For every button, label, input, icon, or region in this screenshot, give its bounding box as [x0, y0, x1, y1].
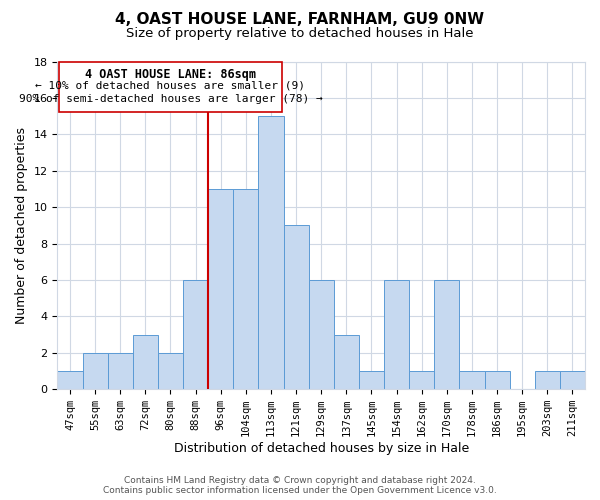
Text: 90% of semi-detached houses are larger (78) →: 90% of semi-detached houses are larger (…: [19, 94, 322, 104]
Text: ← 10% of detached houses are smaller (9): ← 10% of detached houses are smaller (9): [35, 80, 305, 90]
Bar: [434, 280, 460, 389]
Text: 4 OAST HOUSE LANE: 86sqm: 4 OAST HOUSE LANE: 86sqm: [85, 68, 256, 81]
Bar: [83, 353, 107, 389]
Bar: [384, 280, 409, 389]
Bar: [560, 371, 585, 389]
Bar: [334, 334, 359, 389]
Text: Contains HM Land Registry data © Crown copyright and database right 2024.
Contai: Contains HM Land Registry data © Crown c…: [103, 476, 497, 495]
Bar: [485, 371, 509, 389]
Bar: [359, 371, 384, 389]
Bar: [208, 189, 233, 389]
Bar: [409, 371, 434, 389]
Y-axis label: Number of detached properties: Number of detached properties: [15, 127, 28, 324]
Bar: [259, 116, 284, 389]
FancyBboxPatch shape: [59, 62, 282, 112]
Bar: [183, 280, 208, 389]
Bar: [158, 353, 183, 389]
Text: 4, OAST HOUSE LANE, FARNHAM, GU9 0NW: 4, OAST HOUSE LANE, FARNHAM, GU9 0NW: [115, 12, 485, 28]
Bar: [460, 371, 485, 389]
Bar: [58, 371, 83, 389]
Bar: [107, 353, 133, 389]
Bar: [535, 371, 560, 389]
X-axis label: Distribution of detached houses by size in Hale: Distribution of detached houses by size …: [173, 442, 469, 455]
Bar: [133, 334, 158, 389]
Bar: [284, 226, 308, 389]
Bar: [233, 189, 259, 389]
Bar: [308, 280, 334, 389]
Text: Size of property relative to detached houses in Hale: Size of property relative to detached ho…: [126, 28, 474, 40]
